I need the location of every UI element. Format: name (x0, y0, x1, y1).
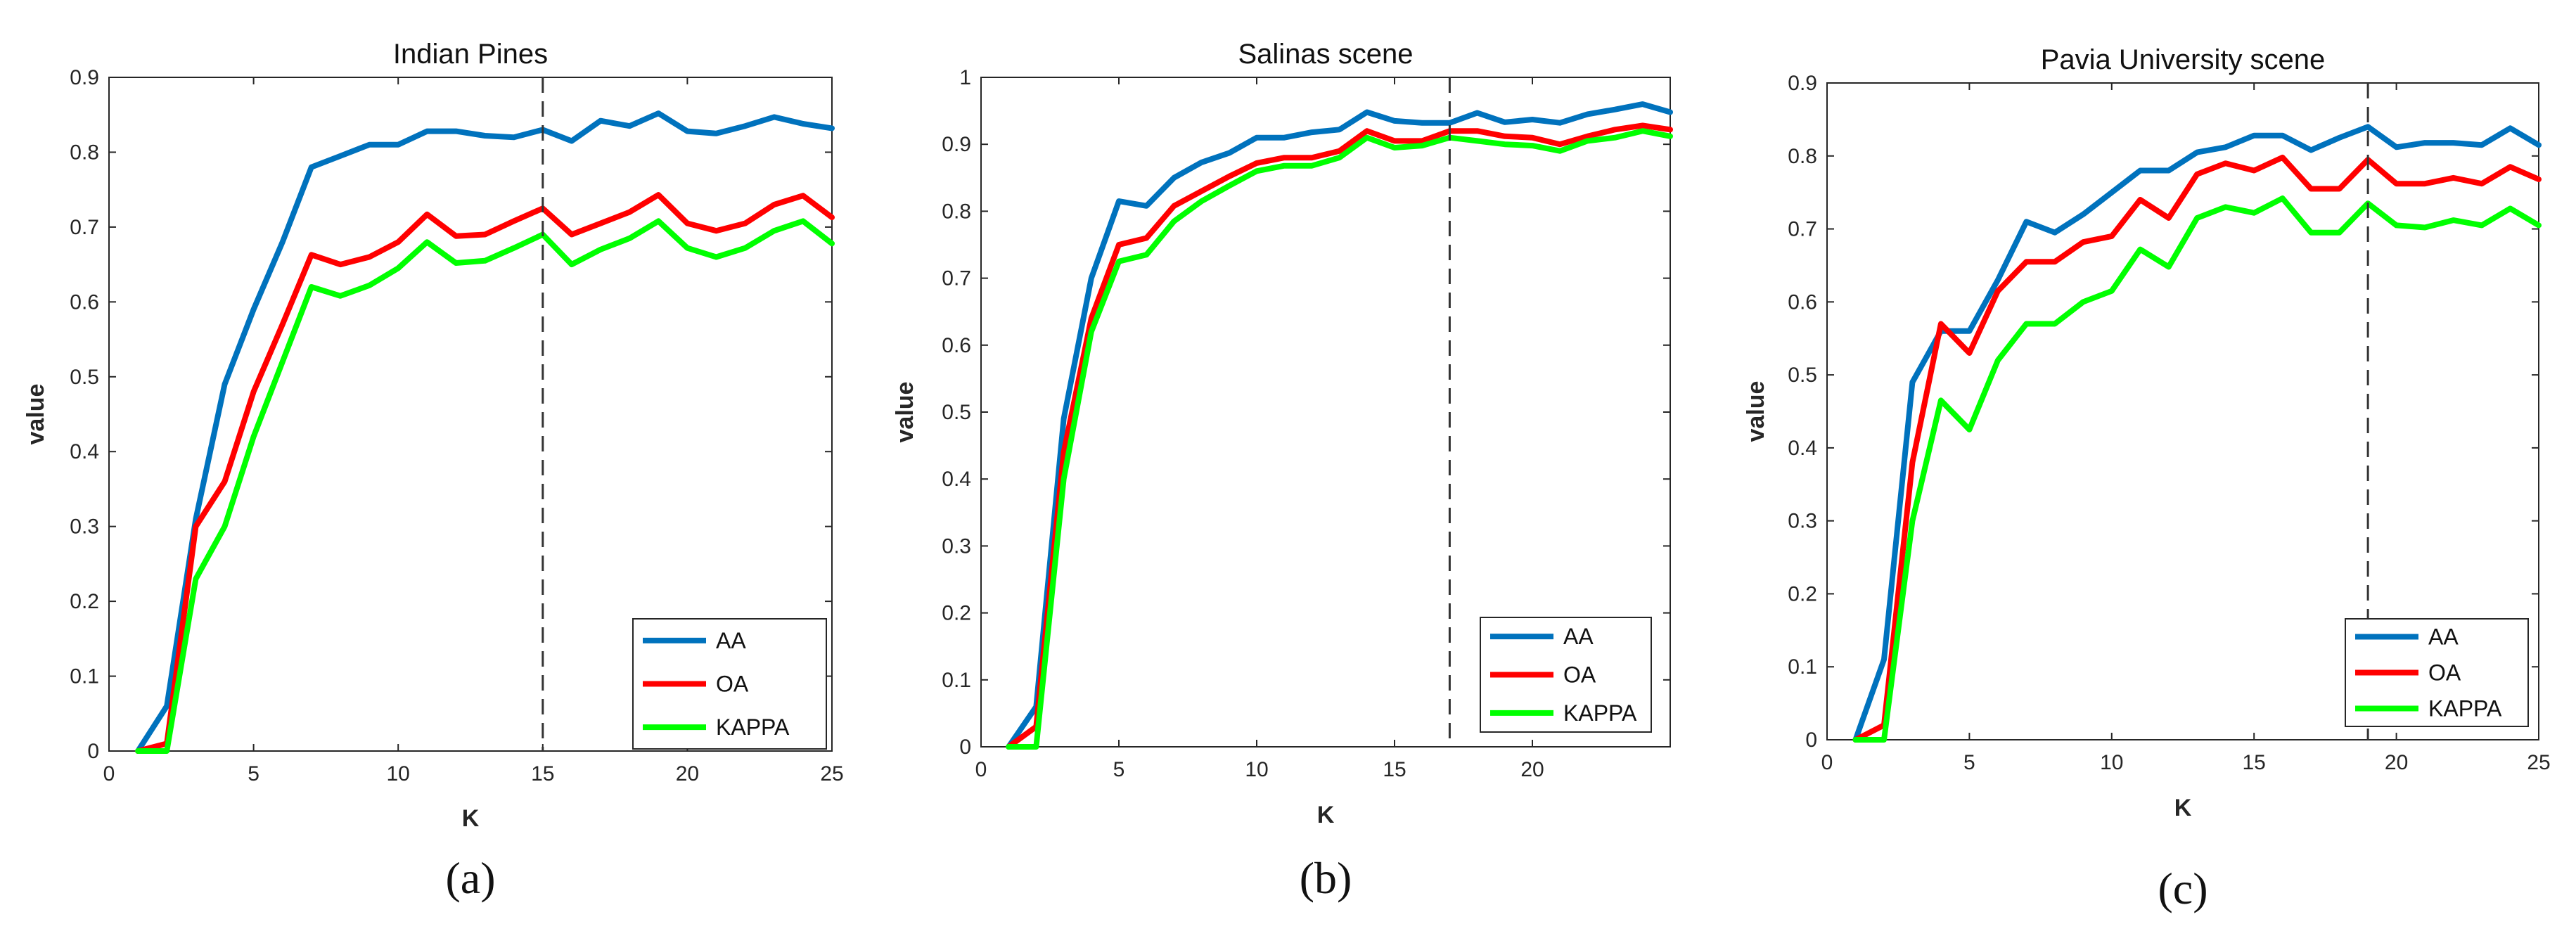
y-axis-label: value (892, 382, 918, 443)
x-axis-label: K (2174, 795, 2192, 821)
x-tick-label: 10 (2100, 751, 2123, 774)
x-tick-label: 0 (1821, 751, 1833, 774)
series-line-oa (1852, 154, 2542, 743)
x-tick-label: 0 (975, 758, 987, 781)
y-tick-label: 0.8 (1788, 145, 1817, 168)
y-tick-label: 0.5 (70, 366, 99, 389)
y-tick-label: 0.6 (1788, 290, 1817, 314)
series-line-kappa (1852, 195, 2542, 743)
x-tick-label: 25 (820, 762, 843, 785)
subfigure-caption: (c) (2158, 864, 2207, 913)
x-tick-label: 5 (248, 762, 259, 785)
series-line-oa (1006, 122, 1673, 750)
y-tick-label: 0.6 (70, 290, 99, 314)
chart-1: 0 0.1 0.2 0.3 0.4 0.5 0.6 0.7 0.8 0.9 0 5 10 15 20 25 In… (23, 39, 844, 903)
legend: AA OA KAPPA (1480, 617, 1652, 733)
x-tick-label: 5 (1113, 758, 1125, 781)
legend-label-kappa: KAPPA (1563, 700, 1637, 726)
y-tick-label: 0.1 (70, 665, 99, 688)
x-tick-label: 10 (1245, 758, 1268, 781)
subfigure-caption: (b) (1300, 853, 1352, 903)
legend-label-oa: OA (716, 672, 749, 697)
legend: AA OA KAPPA (2345, 618, 2529, 727)
x-axis-label: K (462, 805, 480, 832)
y-tick-label: 0.1 (942, 669, 971, 692)
series-line-aa (1852, 124, 2542, 743)
legend-label-oa: OA (1563, 662, 1596, 688)
legend-label-aa: AA (2428, 624, 2459, 650)
y-tick-label: 0 (959, 736, 971, 759)
legend-label-aa: AA (716, 628, 746, 653)
series-line-kappa (1006, 128, 1673, 750)
y-tick-label: 0 (87, 740, 99, 763)
chart-3: 0 0.1 0.2 0.3 0.4 0.5 0.6 0.7 0.8 0.9 0 5 10 15 20 25 Pa… (1743, 44, 2551, 913)
chart-title: Pavia University scene (2041, 44, 2326, 75)
y-tick-label: 0.4 (70, 440, 99, 463)
x-tick-label: 15 (2243, 751, 2266, 774)
x-tick-label: 25 (2527, 751, 2550, 774)
series-line-aa (1006, 101, 1673, 750)
series-line-oa (135, 192, 835, 754)
y-tick-label: 0 (1805, 729, 1817, 752)
y-tick-label: 0.2 (1788, 582, 1817, 605)
chart-title: Salinas scene (1238, 39, 1413, 70)
x-tick-label: 20 (1520, 758, 1544, 781)
x-tick-label: 15 (531, 762, 554, 785)
y-tick-label: 0.9 (1788, 72, 1817, 95)
series-line-kappa (135, 218, 835, 754)
y-tick-label: 0.5 (942, 401, 971, 424)
subfigure-caption: (a) (445, 853, 495, 903)
x-tick-label: 20 (2385, 751, 2408, 774)
chart-2: 00.10.20.30.40.50.60.70.80.910 5 10 15 20Sal… (892, 39, 1673, 903)
y-tick-label: 0.4 (942, 468, 971, 491)
y-tick-label: 0.7 (70, 216, 99, 239)
y-tick-label: 0.8 (942, 200, 971, 223)
x-tick-label: 20 (676, 762, 699, 785)
x-tick-label: 10 (387, 762, 410, 785)
y-tick-label: 0.7 (1788, 218, 1817, 241)
x-tick-label: 5 (1963, 751, 1975, 774)
y-tick-label: 0.4 (1788, 437, 1817, 460)
x-axis-label: K (1317, 802, 1335, 828)
y-tick-label: 0.7 (942, 267, 971, 290)
y-tick-label: 0.9 (70, 66, 99, 89)
y-tick-label: 0.1 (1788, 655, 1817, 679)
y-tick-label: 0.3 (1788, 510, 1817, 533)
y-tick-label: 0.9 (942, 133, 971, 156)
y-tick-label: 0.8 (70, 141, 99, 164)
y-tick-label: 0.3 (70, 515, 99, 539)
legend-label-oa: OA (2428, 660, 2461, 686)
x-tick-label: 15 (1383, 758, 1406, 781)
y-tick-label: 0.5 (1788, 364, 1817, 387)
axes-box (1826, 82, 2539, 740)
legend-label-aa: AA (1563, 624, 1594, 649)
legend: AA OA KAPPA (632, 618, 827, 750)
legend-label-kappa: KAPPA (716, 714, 790, 740)
y-tick-label: 0.2 (70, 590, 99, 613)
legend-label-kappa: KAPPA (2428, 696, 2502, 721)
chart-title: Indian Pines (393, 39, 548, 70)
series-line-aa (135, 110, 835, 754)
y-axis-label: value (1743, 381, 1769, 442)
y-axis-label: value (23, 384, 49, 445)
y-tick-label: 0.3 (942, 534, 971, 558)
y-tick-label: 0.6 (942, 334, 971, 357)
axes-box (108, 77, 833, 752)
y-tick-label: 1 (959, 66, 971, 89)
x-tick-label: 0 (103, 762, 115, 785)
y-tick-label: 0.2 (942, 602, 971, 625)
